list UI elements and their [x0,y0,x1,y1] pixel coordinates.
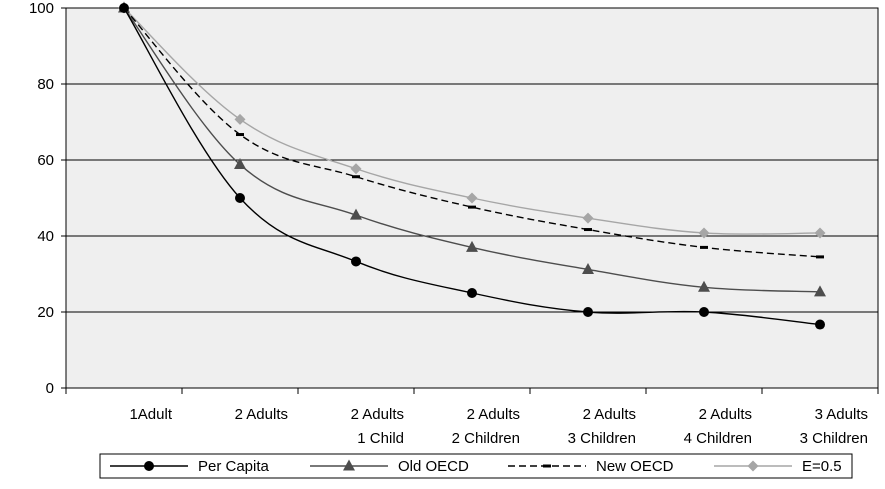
legend-item: Old OECD [310,458,469,475]
data-point [582,262,594,274]
x-tick-label: 2 Adults [699,406,752,423]
legend: Per Capita Old OECD New OECD E=0.5 [99,453,853,479]
data-point [234,158,246,170]
legend-marker [747,460,759,472]
data-point [466,192,478,204]
y-tick-label: 60 [37,152,54,169]
series-e-0-5 [118,2,826,239]
series-lines [118,1,826,330]
x-tick-label: 2 Adults [235,406,288,423]
data-point [582,212,594,224]
data-point [236,133,244,137]
data-point [351,256,361,267]
data-point [814,285,826,297]
legend-marker [144,461,154,471]
x-tick-label: 4 Children [684,430,752,447]
axes [61,7,879,394]
x-tick-label: 3 Children [568,430,636,447]
x-tick-label: 1Adult [129,406,172,423]
x-tick-label: 3 Adults [815,406,868,423]
data-point [698,227,710,239]
x-tick-label: 1 Child [357,430,404,447]
data-point [584,228,592,232]
legend-item: E=0.5 [714,458,842,475]
data-point [352,175,360,179]
y-tick-label: 100 [29,0,54,17]
data-point [699,307,709,317]
data-point [814,227,826,239]
legend-label: New OECD [596,458,674,475]
series-old-oecd [118,1,826,297]
legend-marker [343,459,355,471]
data-point [466,240,478,252]
series-per-capita [119,3,825,330]
data-point [119,3,129,13]
tick-labels: 0 20 40 60 80 100 1Adult 2 Adults 2 Adults 1 Chil… [29,0,868,447]
x-tick-label: 2 Adults [583,406,636,423]
legend-label: E=0.5 [802,458,842,475]
data-point [816,255,824,259]
data-point [234,113,246,125]
data-point [583,307,593,317]
gridlines [66,7,878,313]
x-tick-label: 2 Children [452,430,520,447]
data-point [467,288,477,298]
legend-marker [543,464,551,468]
data-point [468,205,476,209]
data-point [698,280,710,292]
data-point [350,208,362,220]
y-tick-label: 40 [37,228,54,245]
data-point [350,163,362,175]
x-tick-label: 3 Children [800,430,868,447]
legend-item: Per Capita [110,458,270,475]
x-tick-label: 2 Adults [351,406,404,423]
y-tick-label: 80 [37,76,54,93]
legend-label: Per Capita [198,458,270,475]
data-point [815,319,825,330]
data-point [235,193,245,203]
data-point [700,245,708,249]
x-tick-label: 2 Adults [467,406,520,423]
legend-label: Old OECD [398,458,469,475]
y-tick-label: 0 [46,380,54,397]
legend-item: New OECD [508,458,674,475]
y-tick-label: 20 [37,304,54,321]
